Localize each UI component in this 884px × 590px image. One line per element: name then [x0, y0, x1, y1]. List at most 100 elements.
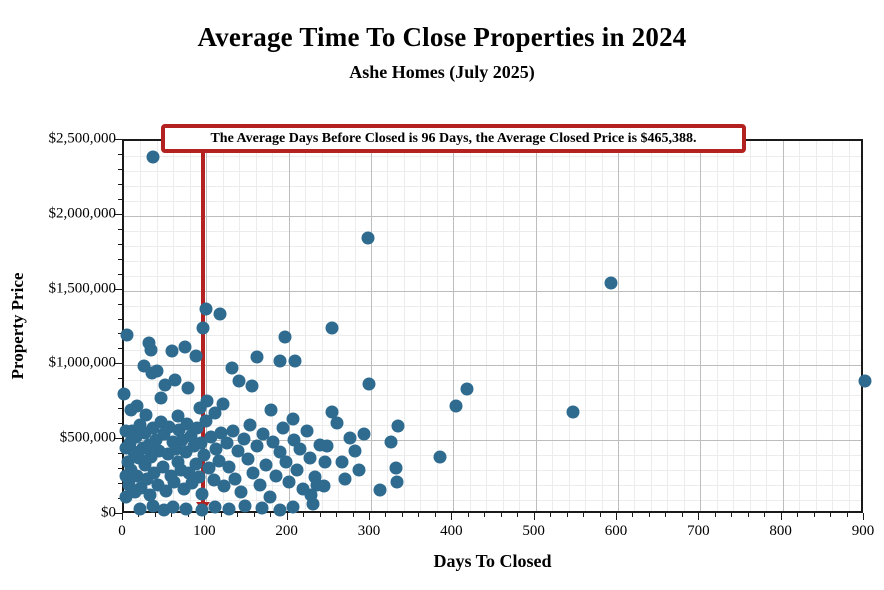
y-axis-tick — [115, 438, 122, 440]
data-point — [566, 405, 580, 419]
x-major-gridline — [535, 141, 537, 511]
data-point — [165, 344, 179, 358]
y-major-gridline — [124, 440, 861, 442]
x-minor-gridline — [486, 141, 488, 511]
data-point — [197, 448, 211, 462]
x-axis-tick — [616, 513, 617, 520]
data-point — [384, 435, 398, 449]
x-axis-tick — [566, 513, 568, 517]
y-minor-gridline — [124, 335, 861, 337]
y-minor-gridline — [124, 260, 861, 262]
x-axis-tick — [286, 513, 288, 520]
chart-subtitle: Ashe Homes (July 2025) — [349, 62, 535, 82]
data-point — [318, 455, 332, 469]
data-point — [162, 420, 176, 434]
data-point — [189, 349, 203, 363]
x-axis-tick — [500, 513, 502, 517]
y-axis-tick — [115, 139, 122, 140]
x-minor-gridline — [403, 141, 405, 511]
data-point — [278, 330, 292, 344]
y-minor-gridline — [124, 170, 861, 172]
data-point — [199, 302, 212, 316]
y-tick-label: $500,000 — [59, 429, 116, 446]
data-point — [154, 391, 168, 405]
data-point — [362, 377, 376, 391]
data-point — [263, 490, 277, 504]
data-point — [241, 452, 254, 466]
data-point — [192, 470, 206, 484]
x-axis-tick — [533, 513, 535, 520]
x-axis-tick — [863, 513, 864, 520]
data-point — [273, 354, 287, 368]
data-point — [143, 488, 157, 502]
data-point — [212, 454, 226, 468]
y-axis-tick — [118, 468, 122, 470]
x-minor-gridline — [552, 141, 554, 511]
x-axis-tick — [122, 513, 123, 520]
y-minor-gridline — [124, 305, 861, 307]
x-tick-label: 700 — [687, 523, 710, 539]
x-axis-tick — [467, 513, 469, 517]
x-axis-title: Days To Closed — [433, 551, 552, 571]
data-point — [213, 307, 227, 321]
data-point — [273, 503, 287, 517]
data-point — [343, 431, 357, 445]
data-point — [361, 231, 375, 245]
x-minor-gridline — [519, 141, 521, 511]
data-point — [207, 473, 221, 487]
y-axis-tick — [118, 408, 122, 410]
y-minor-gridline — [124, 410, 861, 412]
x-axis-tick — [336, 513, 338, 517]
x-axis-tick — [813, 513, 815, 517]
y-minor-gridline — [124, 275, 861, 277]
y-axis-tick — [118, 228, 122, 230]
data-point — [146, 499, 160, 513]
plot-area — [117, 139, 872, 517]
y-minor-gridline — [124, 500, 861, 502]
data-point — [335, 455, 349, 469]
data-point — [226, 424, 240, 438]
x-axis-tick — [632, 513, 634, 517]
data-point — [208, 500, 222, 514]
data-point — [250, 350, 264, 364]
x-minor-gridline — [272, 141, 274, 511]
y-axis-tick — [118, 483, 122, 485]
x-major-gridline — [288, 141, 290, 511]
x-axis-tick — [681, 513, 683, 517]
data-point — [196, 321, 210, 335]
data-point — [357, 427, 371, 441]
x-tick-label: 500 — [522, 523, 545, 539]
x-major-gridline — [618, 141, 619, 511]
data-point — [142, 336, 156, 350]
x-axis-tick — [583, 513, 585, 517]
y-minor-gridline — [124, 320, 861, 322]
data-point — [157, 503, 171, 517]
x-minor-gridline — [502, 141, 504, 511]
x-tick-label: 800 — [769, 523, 792, 539]
x-minor-gridline — [585, 141, 587, 511]
data-point — [325, 405, 339, 419]
data-point — [604, 276, 618, 290]
x-major-gridline — [782, 141, 784, 511]
y-axis-tick — [118, 348, 122, 350]
data-point — [195, 487, 209, 501]
data-point — [310, 478, 324, 492]
y-major-gridline — [124, 215, 861, 217]
x-axis-tick — [253, 513, 255, 517]
x-minor-gridline — [832, 141, 834, 511]
x-minor-gridline — [667, 141, 669, 511]
y-axis-tick — [118, 453, 122, 455]
x-axis-tick — [303, 513, 305, 517]
data-point — [460, 382, 474, 396]
data-point — [216, 397, 230, 411]
x-major-gridline — [700, 141, 702, 511]
x-axis-tick — [171, 513, 173, 517]
x-axis-tick — [451, 513, 453, 520]
y-axis-tick — [118, 168, 122, 170]
x-axis-tick — [764, 513, 766, 517]
x-axis-tick — [830, 513, 832, 517]
y-minor-gridline — [124, 245, 861, 247]
data-point — [303, 451, 317, 465]
y-major-gridline — [124, 290, 861, 292]
